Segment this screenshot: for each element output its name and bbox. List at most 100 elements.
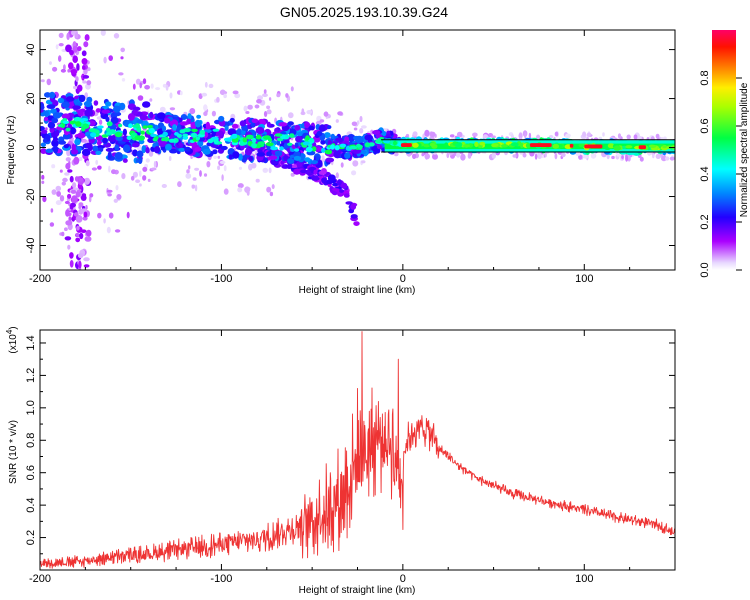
spectrogram-peak-mark bbox=[242, 137, 248, 143]
colorbar-tick-label: 0.6 bbox=[699, 118, 711, 133]
spectrogram-noise-mark bbox=[221, 174, 224, 182]
spectrogram-band-mark bbox=[105, 101, 112, 107]
spectrogram-noise-mark bbox=[62, 177, 68, 183]
spectrogram-noise-mark bbox=[213, 155, 218, 159]
spectrogram-noise-mark bbox=[194, 184, 198, 192]
spectrogram-y-label: Frequency (Hz) bbox=[6, 116, 17, 185]
spectrogram-noise-mark bbox=[84, 92, 88, 99]
spectrogram-band-mark bbox=[276, 140, 281, 146]
spectrogram-noise-mark bbox=[219, 89, 226, 96]
spectrogram-peak-mark bbox=[75, 121, 82, 127]
spectrogram-noise-mark bbox=[82, 65, 86, 70]
spectrogram-peak-mark bbox=[670, 145, 675, 149]
spectrogram-band-mark bbox=[122, 158, 128, 163]
spectrogram-hot-segment bbox=[569, 143, 574, 148]
spectrogram-noise-mark bbox=[120, 47, 125, 53]
spectrogram-band-mark bbox=[49, 91, 56, 99]
spectrogram-band-mark bbox=[95, 150, 102, 155]
spectrogram-noise-mark bbox=[257, 95, 263, 101]
spectrogram-y-tick-label: 40 bbox=[25, 43, 37, 55]
colorbar-tick-label: 0.8 bbox=[699, 70, 711, 85]
spectrogram-noise-mark bbox=[554, 131, 559, 137]
spectrogram-noise-mark bbox=[449, 134, 455, 138]
spectrogram-noise-mark bbox=[82, 216, 88, 221]
spectrogram-band-mark bbox=[70, 126, 76, 135]
spectrogram-noise-mark bbox=[73, 212, 79, 217]
spectrogram-band-mark bbox=[251, 118, 259, 124]
spectrogram-noise-mark bbox=[58, 43, 64, 47]
spectrogram-band-mark bbox=[278, 122, 288, 127]
spectrogram-noise-mark bbox=[412, 153, 417, 159]
spectrogram-band-mark bbox=[308, 125, 315, 131]
colorbar-ticks: 0.0 0.2 0.4 0.6 0.8 bbox=[699, 70, 742, 278]
spectrogram-noise-mark bbox=[51, 189, 57, 195]
spectrogram-noise-mark bbox=[290, 86, 294, 92]
spectrogram-noise-mark bbox=[565, 133, 571, 139]
spectrogram-noise-mark bbox=[78, 157, 83, 161]
spectrogram-peak-mark bbox=[302, 141, 310, 146]
spectrogram-band-mark bbox=[131, 142, 140, 148]
spectrogram-band-mark bbox=[325, 157, 335, 163]
spectrogram-noise-mark bbox=[561, 152, 566, 158]
spectrogram-noise-mark bbox=[168, 156, 172, 161]
spectrogram-noise-mark bbox=[132, 83, 136, 90]
spectrogram-peak-mark bbox=[662, 144, 667, 149]
spectrogram-x-ticks: -200 -100 0 100 bbox=[29, 30, 676, 285]
spectrogram-noise-mark bbox=[72, 182, 77, 189]
spectrogram-peak-mark bbox=[161, 137, 166, 142]
spectrogram-noise-mark bbox=[512, 154, 517, 158]
spectrogram-band-mark bbox=[294, 142, 299, 148]
spectrogram-tail-mark bbox=[314, 175, 319, 182]
spectrogram-noise-mark bbox=[217, 155, 221, 159]
spectrogram-peak-mark bbox=[455, 143, 462, 148]
spectrogram-tail-mark bbox=[331, 188, 340, 192]
spectrogram-band-mark bbox=[107, 151, 112, 159]
spectrogram-noise-mark bbox=[89, 193, 94, 198]
spectrogram-noise-mark bbox=[255, 178, 260, 183]
spectrogram-peak-mark bbox=[225, 138, 233, 142]
spectrogram-band-mark bbox=[344, 152, 351, 159]
snr-y-tick-label: 0.6 bbox=[25, 465, 37, 480]
spectrogram-band-mark bbox=[316, 130, 323, 137]
spectrogram-noise-mark bbox=[86, 80, 92, 86]
spectrogram-band-mark bbox=[132, 106, 141, 112]
spectrogram-noise-mark bbox=[460, 153, 466, 161]
spectrogram-noise-mark bbox=[590, 152, 597, 159]
spectrogram-noise-mark bbox=[201, 92, 208, 97]
snr-y-tick-label: 1.0 bbox=[25, 400, 37, 415]
spectrogram-noise-mark bbox=[46, 78, 52, 86]
spectrogram-band-mark bbox=[194, 147, 202, 152]
spectrogram-y-tick-label: -40 bbox=[25, 238, 37, 254]
snr-y-multiplier: (x104) bbox=[5, 326, 19, 353]
spectrogram-noise-mark bbox=[216, 96, 220, 103]
spectrogram-noise-mark bbox=[135, 179, 141, 183]
spectrogram-noise-mark bbox=[323, 111, 329, 117]
spectrogram-noise-mark bbox=[130, 175, 135, 181]
spectrogram-noise-mark bbox=[108, 165, 111, 173]
spectrogram-noise-mark bbox=[256, 99, 262, 104]
spectrogram-noise-mark bbox=[185, 173, 192, 179]
spectrogram-noise-mark bbox=[69, 175, 74, 183]
spectrogram-noise-mark bbox=[116, 194, 122, 200]
spectrogram-noise-mark bbox=[75, 32, 79, 39]
spectrogram-peak-mark bbox=[90, 132, 97, 138]
spectrogram-tail-mark bbox=[327, 174, 336, 182]
spectrogram-noise-mark bbox=[206, 161, 211, 168]
spectrogram-noise-mark bbox=[351, 170, 357, 176]
spectrogram-noise-mark bbox=[626, 134, 631, 140]
spectrogram-band-mark bbox=[232, 151, 240, 159]
spectrogram-noise-mark bbox=[269, 191, 274, 197]
spectrogram-band-mark bbox=[62, 133, 71, 140]
spectrogram-band-mark bbox=[231, 123, 239, 129]
spectrogram-band-mark bbox=[293, 155, 302, 161]
spectrogram-noise-mark bbox=[361, 160, 366, 164]
spectrogram-noise-mark bbox=[55, 200, 62, 206]
spectrogram-noise-mark bbox=[655, 133, 660, 139]
spectrogram-noise-mark bbox=[266, 109, 272, 115]
spectrogram-peak-mark bbox=[128, 123, 133, 128]
spectrogram-band-mark bbox=[115, 136, 123, 141]
spectrogram-band-mark bbox=[241, 129, 246, 136]
spectrogram-peak-mark bbox=[519, 143, 524, 149]
spectrogram-tail-mark bbox=[339, 189, 344, 193]
